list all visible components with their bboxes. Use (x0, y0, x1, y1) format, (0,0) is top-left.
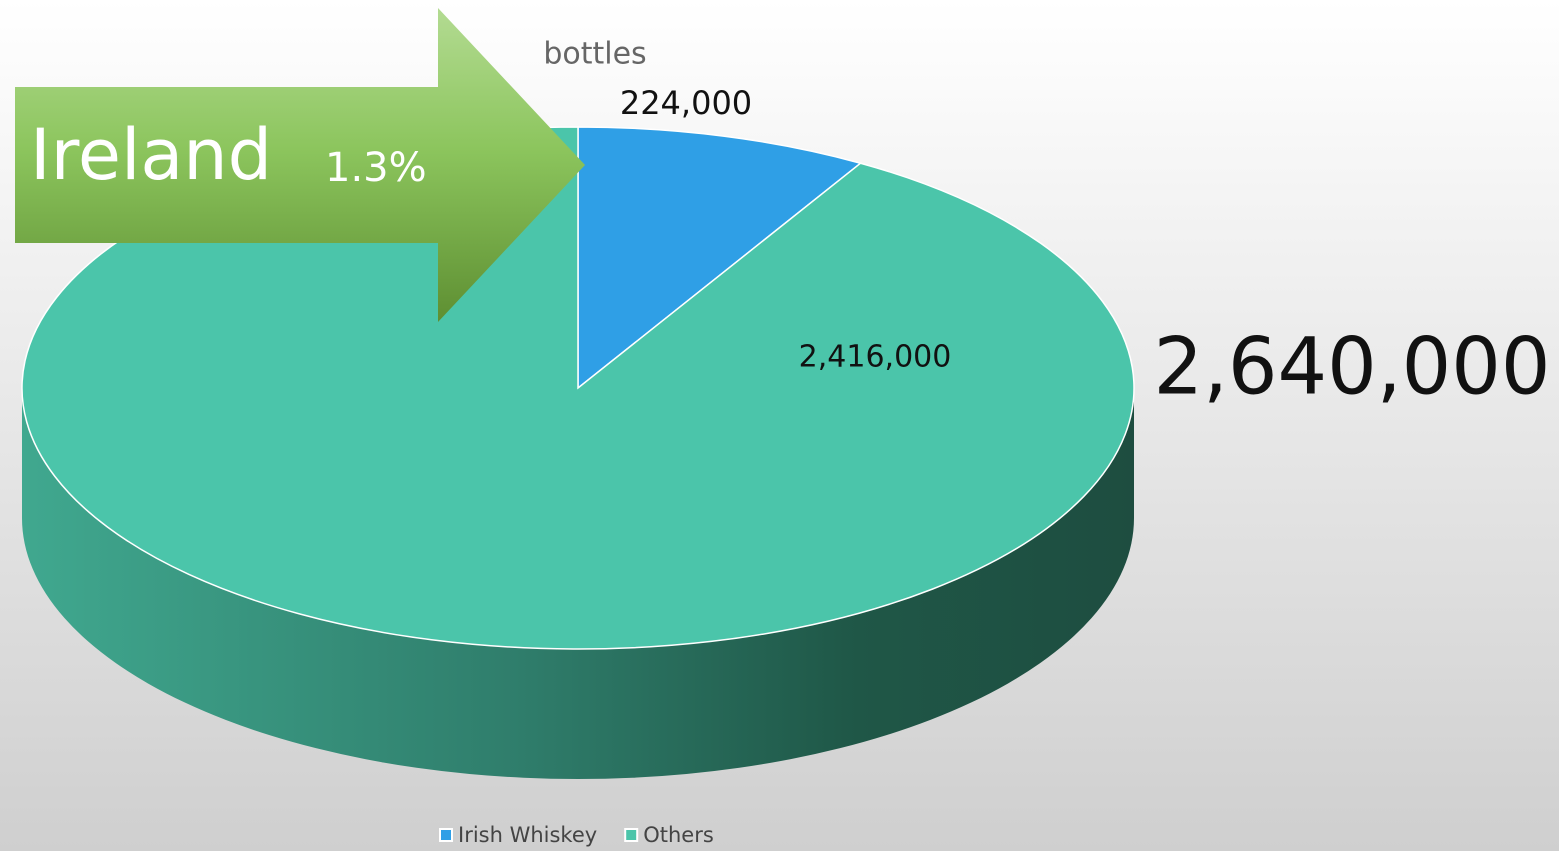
annotation: 1.3% (325, 145, 427, 191)
legend-swatch (624, 828, 639, 842)
arrow (15, 8, 585, 322)
data-label: 2,416,000 (799, 340, 952, 375)
legend-label: Irish Whiskey (458, 823, 597, 847)
data-label: 224,000 (620, 84, 752, 122)
annotation: Ireland (30, 114, 272, 196)
pie (21, 126, 1135, 779)
legend: Irish Whiskey Others (439, 823, 714, 847)
legend-label: Others (643, 823, 714, 847)
legend-swatch (439, 828, 453, 842)
pie-slice (577, 126, 863, 390)
chart-title: bottles (543, 37, 646, 72)
pie-side (22, 388, 1134, 779)
annotation: 2,640,000 (1154, 322, 1551, 412)
